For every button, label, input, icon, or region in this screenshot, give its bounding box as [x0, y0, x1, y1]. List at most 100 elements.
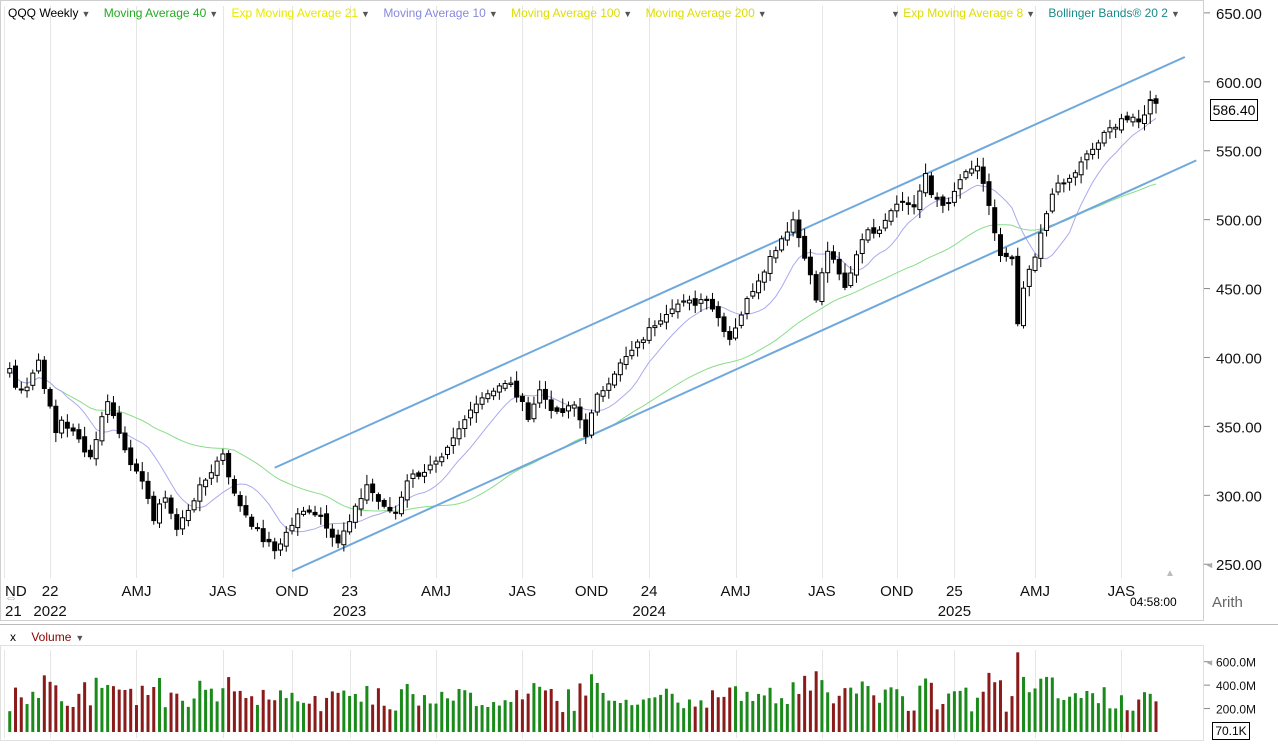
candle-body [237, 494, 243, 507]
candle [87, 444, 93, 460]
legend-ma200[interactable]: Moving Average 200 ▼ [645, 6, 767, 20]
chevron-down-icon[interactable]: ▼ [75, 633, 85, 643]
volume-bar [48, 681, 52, 732]
candle-body [341, 530, 347, 546]
candle-body [254, 527, 260, 530]
candle [18, 381, 24, 394]
scroll-left-icon[interactable]: ⇔ [4, 589, 18, 605]
volume-bar [1004, 711, 1008, 732]
candle [145, 472, 151, 505]
candle [214, 456, 220, 483]
candle [47, 387, 53, 409]
candle-body [704, 298, 710, 302]
candle-body [635, 341, 641, 349]
volume-bar [791, 682, 795, 732]
candle [347, 514, 353, 535]
candle [341, 522, 347, 552]
chevron-down-icon[interactable]: ▼ [891, 9, 900, 19]
volume-bar [42, 675, 46, 732]
volume-label[interactable]: Volume [31, 630, 72, 644]
candle [82, 426, 88, 458]
legend-ema21[interactable]: Exp Moving Average 21 ▼ [231, 6, 370, 20]
volume-bar [998, 680, 1002, 732]
legend-bollinger[interactable]: Bollinger Bands® 20 2 ▼ [1048, 6, 1180, 20]
candle-body [686, 299, 692, 304]
chevron-down-icon[interactable]: ▼ [1026, 9, 1036, 19]
candle-body [99, 416, 105, 442]
legend-ma100[interactable]: Moving Average 100 ▼ [511, 6, 633, 20]
volume-bar [382, 705, 386, 732]
volume-bar [117, 689, 121, 732]
volume-bar [854, 693, 858, 732]
candle-body [277, 543, 283, 551]
chevron-down-icon[interactable]: ▼ [81, 9, 91, 19]
candle [462, 415, 468, 438]
candle-body [779, 238, 785, 251]
candle [767, 249, 773, 282]
candle-body [41, 359, 47, 390]
volume-bar [14, 687, 18, 732]
time-tick-label: AMJ [721, 583, 751, 600]
volume-bar [8, 711, 12, 732]
legend-ma10[interactable]: Moving Average 10 ▼ [383, 6, 498, 20]
chevron-down-icon[interactable]: ▼ [623, 9, 633, 19]
volume-bar [883, 689, 887, 732]
year-label: 21 [5, 603, 22, 620]
volume-bar [774, 703, 778, 732]
candle-body [853, 254, 859, 276]
candle [41, 356, 47, 394]
chevron-down-icon[interactable]: ▼ [1170, 9, 1180, 19]
volume-bar [371, 704, 375, 732]
candle [416, 470, 422, 480]
candle [554, 405, 560, 415]
chevron-down-icon[interactable]: ▼ [209, 9, 219, 19]
legend-ma40[interactable]: Moving Average 40 ▼ [103, 6, 219, 20]
candle-body [1078, 161, 1084, 176]
candle [1044, 210, 1050, 237]
volume-bar [31, 691, 35, 732]
candle-body [750, 291, 756, 297]
legend-symbol[interactable]: QQQ Weekly ▼ [8, 6, 91, 20]
volume-bar [37, 697, 41, 732]
candle [370, 478, 376, 502]
chevron-down-icon[interactable]: ▼ [361, 9, 370, 19]
volume-bar [451, 700, 455, 732]
candle-body [312, 511, 318, 516]
close-icon[interactable]: x [10, 630, 16, 644]
candle [1049, 188, 1055, 214]
volume-bar [1119, 695, 1123, 732]
volume-bar [255, 704, 259, 732]
volume-bar [123, 689, 127, 732]
candle-body [957, 179, 963, 190]
candle [704, 295, 710, 310]
chevron-down-icon[interactable]: ▼ [757, 9, 767, 19]
legend-ema8[interactable]: ▼ Exp Moving Average 8 ▼ [891, 6, 1036, 20]
candle [7, 362, 13, 378]
volume-bar [319, 711, 323, 732]
candle [784, 222, 790, 246]
volume-bar [146, 695, 150, 732]
candle [617, 358, 623, 382]
scale-type-toggle[interactable]: Arith [1212, 594, 1243, 611]
candle [203, 478, 209, 496]
volume-bar [912, 710, 916, 732]
candle [1136, 109, 1142, 129]
volume-bar [1085, 690, 1089, 732]
candle-body [727, 331, 733, 340]
candle-body [295, 513, 301, 529]
candle-body [370, 483, 376, 494]
volume-bar [140, 685, 144, 732]
candle [352, 503, 358, 529]
volume-bar [284, 698, 288, 732]
candle [1038, 224, 1044, 268]
candle [928, 172, 934, 198]
volume-bar [584, 695, 588, 732]
candle-body [946, 202, 952, 205]
candle [969, 160, 975, 177]
chevron-down-icon[interactable]: ▼ [488, 9, 498, 19]
candle-body [1153, 98, 1159, 104]
candle [450, 427, 456, 454]
candle [1153, 94, 1159, 114]
